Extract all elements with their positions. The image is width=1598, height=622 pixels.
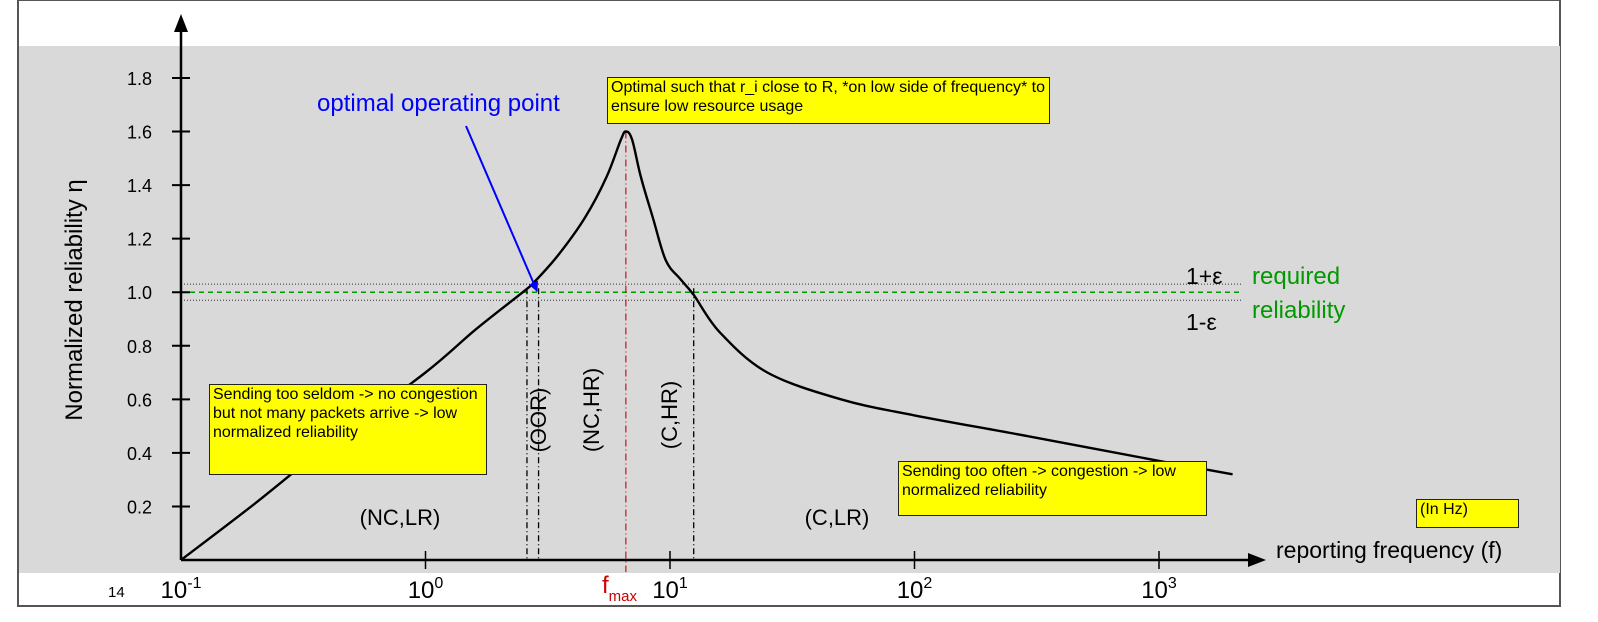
page-number: 14: [108, 584, 125, 601]
x-tick-label-2: 101: [652, 575, 688, 604]
seldom-note: Sending too seldom -> no congestion but …: [209, 384, 487, 475]
region-c-hr: (C,HR): [657, 381, 682, 449]
y-tick-label-3: 0.8: [127, 337, 152, 357]
y-tick-label-6: 1.4: [127, 176, 152, 196]
y-tick-label-2: 0.6: [127, 390, 152, 410]
vertical-markers: [526, 131, 695, 572]
y-tick-label-4: 1.0: [127, 283, 152, 303]
y-tick-label-7: 1.6: [127, 123, 152, 143]
y-tick-label-1: 0.4: [127, 444, 152, 464]
epsilon-minus-label: 1-ε: [1186, 309, 1217, 335]
region-oor: (OOR): [526, 388, 551, 453]
x-tick-label-0: 10-1: [161, 575, 202, 604]
optimal-point-label: optimal operating point: [317, 90, 560, 117]
required-reliability-label-1: required: [1252, 263, 1340, 290]
y-axis-ticks: 0.2 0.4 0.6 0.8 1.0 1.2 1.4 1.6 1.8: [127, 69, 190, 517]
y-tick-label-0: 0.2: [127, 497, 152, 517]
fmax-sub: max: [609, 588, 638, 605]
epsilon-plus-label: 1+ε: [1186, 263, 1222, 289]
x-tick-label-4: 103: [1141, 575, 1177, 604]
optimal-note: Optimal such that r_i close to R, *on lo…: [607, 77, 1050, 124]
x-axis-label: reporting frequency (f): [1276, 537, 1502, 563]
often-note: Sending too often -> congestion -> low n…: [898, 461, 1207, 516]
x-axis-arrow: [1248, 553, 1266, 567]
y-axis-arrow: [174, 14, 188, 32]
y-tick-label-5: 1.2: [127, 230, 152, 250]
region-c-lr: (C,LR): [805, 505, 870, 530]
chart-panel: [19, 46, 1560, 573]
reliability-curve: [180, 130, 1233, 561]
fmax-main: f: [602, 572, 609, 599]
region-nc-hr: (NC,HR): [579, 368, 604, 452]
unit-note: (In Hz): [1416, 499, 1519, 528]
required-reliability-label-2: reliability: [1252, 297, 1345, 324]
x-tick-label-3: 102: [897, 575, 933, 604]
y-tick-label-8: 1.8: [127, 69, 152, 89]
optimal-point-arrow: [465, 125, 539, 292]
x-tick-label-1: 100: [408, 575, 444, 604]
region-nc-lr: (NC,LR): [360, 505, 441, 530]
x-axis-ticks: 10-1 100 101 102 103: [161, 551, 1177, 604]
fmax-label: fmax: [602, 572, 638, 605]
y-axis-label: Normalized reliability η: [61, 179, 88, 420]
